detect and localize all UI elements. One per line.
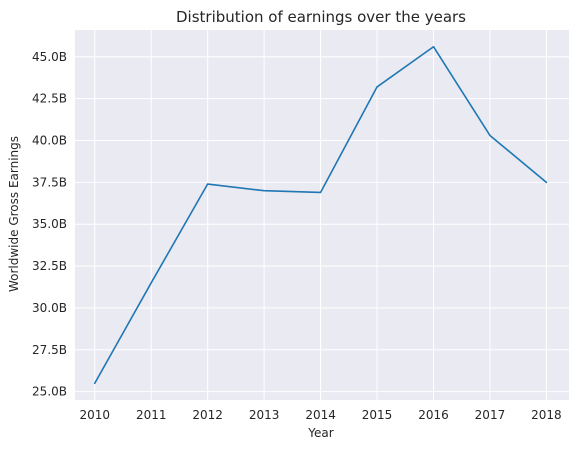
- y-tick-label: 42.5B: [32, 92, 67, 106]
- x-tick-label: 2011: [136, 408, 167, 422]
- y-tick-label: 32.5B: [32, 259, 67, 273]
- x-axis-label: Year: [307, 426, 333, 440]
- series-line: [93, 45, 548, 385]
- x-tick-labels: 2010 2011 2012 2013 2014 2015 2016 2017 2018: [79, 408, 561, 422]
- x-tick-label: 2016: [418, 408, 449, 422]
- y-axis-label: Worldwide Gross Earnings: [7, 136, 21, 292]
- x-tick-label: 2018: [531, 408, 562, 422]
- y-tick-label: 35.0B: [32, 217, 67, 231]
- y-tick-label: 30.0B: [32, 301, 67, 315]
- chart-title: Distribution of earnings over the years: [176, 8, 466, 26]
- y-tick-label: 37.5B: [32, 175, 67, 189]
- y-tick-labels: 25.0B 27.5B 30.0B 32.5B 35.0B 37.5B 40.0B 42.5B…: [32, 50, 67, 399]
- x-tick-label: 2013: [249, 408, 280, 422]
- grid-lines: [75, 30, 569, 400]
- x-tick-label: 2014: [305, 408, 336, 422]
- x-tick-label: 2017: [475, 408, 506, 422]
- plot-area: [75, 30, 569, 400]
- y-tick-label: 27.5B: [32, 343, 67, 357]
- x-tick-label: 2010: [79, 408, 110, 422]
- x-tick-label: 2012: [192, 408, 223, 422]
- y-tick-label: 25.0B: [32, 385, 67, 399]
- x-tick-label: 2015: [362, 408, 393, 422]
- y-tick-label: 45.0B: [32, 50, 67, 64]
- series-layer: [93, 45, 548, 385]
- y-tick-label: 40.0B: [32, 133, 67, 147]
